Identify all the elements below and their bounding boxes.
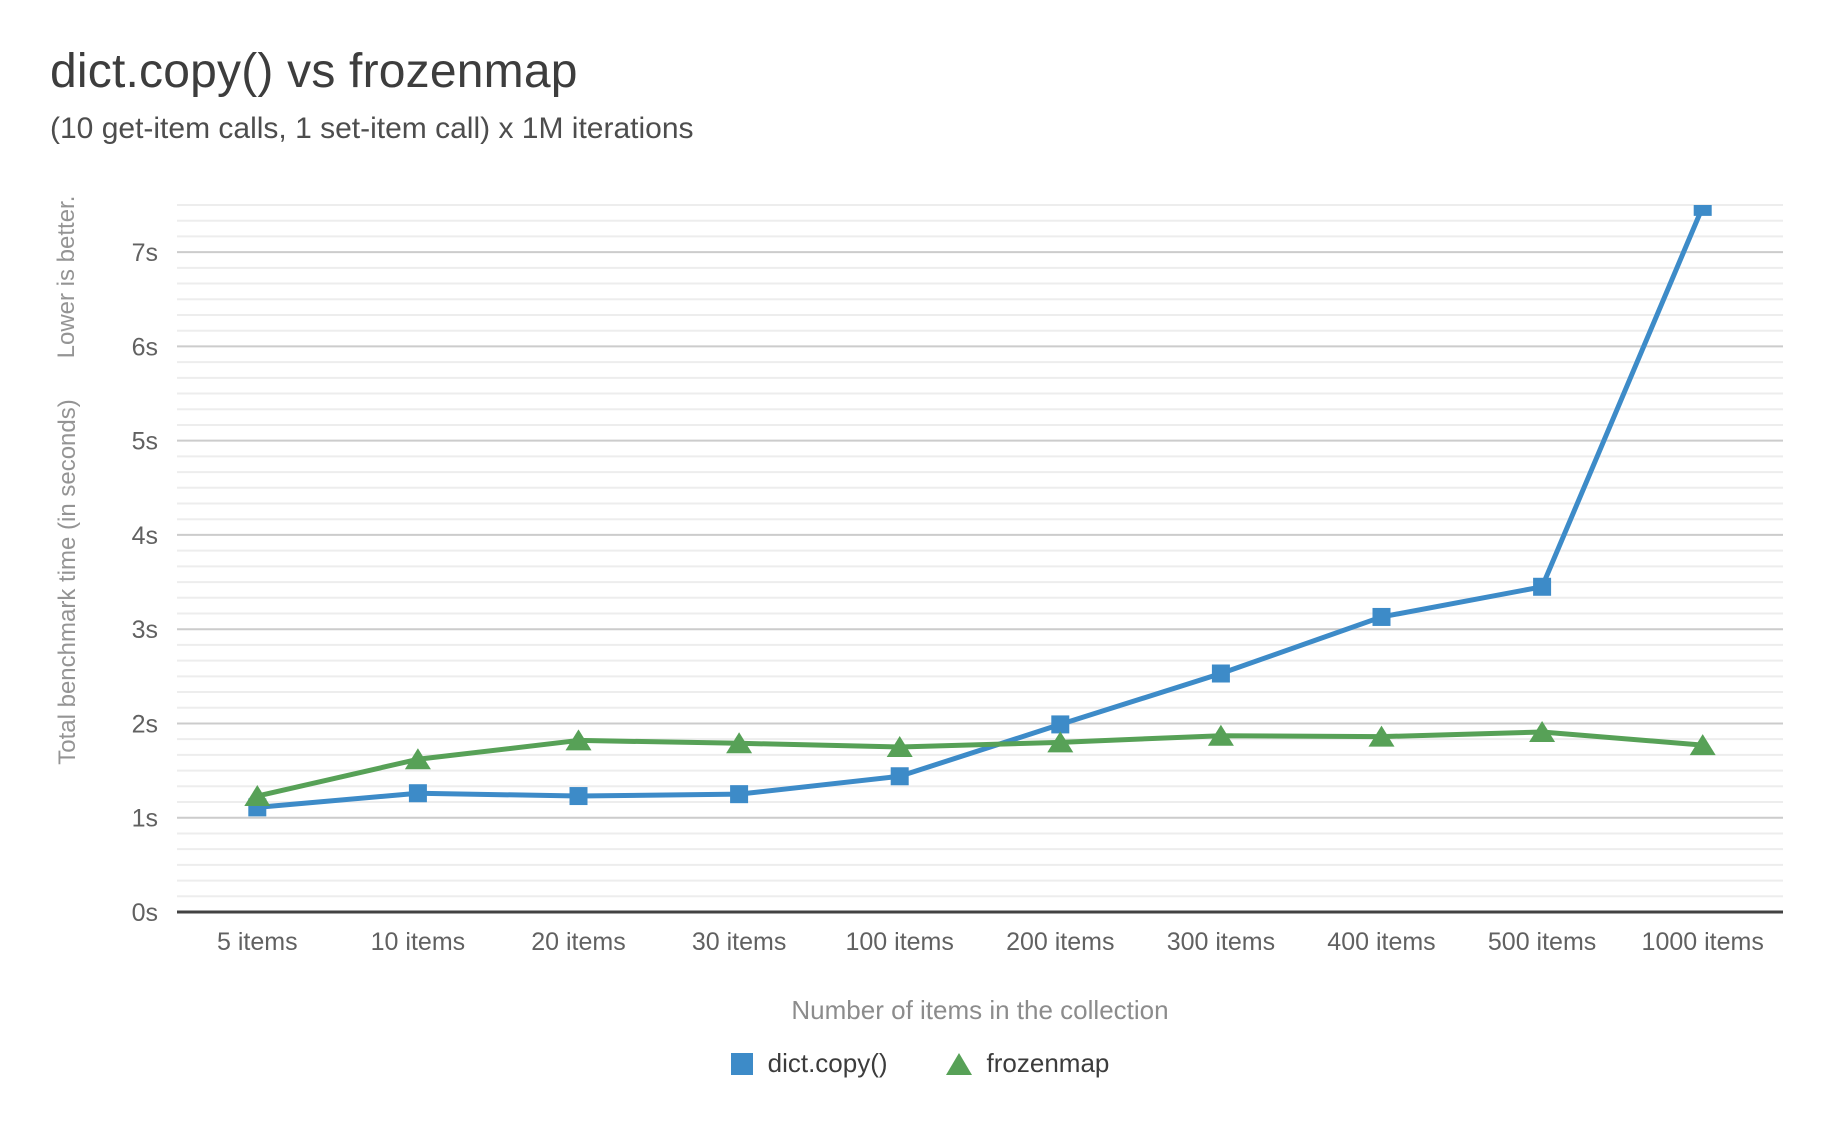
point-dict-copy--200-items[interactable] [1051, 715, 1070, 734]
frozenmap-triangle-icon [945, 1052, 972, 1075]
legend-label: dict.copy() [767, 1048, 888, 1078]
legend-label: frozenmap [986, 1048, 1110, 1078]
y-tick-label: 6s [132, 333, 158, 361]
point-frozenmap-30-items[interactable] [726, 732, 753, 754]
point-frozenmap-10-items[interactable] [404, 748, 431, 770]
y-tick-label: 2s [132, 710, 158, 738]
point-frozenmap-20-items[interactable] [565, 729, 592, 751]
x-tick-label: 10 items [371, 928, 465, 956]
chart-legend: dict.copy() frozenmap [0, 1048, 1840, 1079]
legend-item-frozenmap: frozenmap [945, 1048, 1110, 1079]
x-tick-label: 300 items [1167, 928, 1275, 956]
dict-copy-square-icon [730, 1052, 753, 1075]
point-frozenmap-100-items[interactable] [886, 736, 913, 758]
point-frozenmap-500-items[interactable] [1529, 720, 1556, 742]
y-tick-label: 5s [132, 428, 158, 456]
x-axis-title: Number of items in the collection [791, 995, 1169, 1025]
y-tick-label: 0s [132, 899, 158, 927]
point-frozenmap-200-items[interactable] [1047, 731, 1074, 753]
point-dict-copy--20-items[interactable] [569, 787, 588, 806]
x-tick-label: 400 items [1327, 928, 1435, 956]
y-tick-label: 4s [132, 522, 158, 550]
point-dict-copy--100-items[interactable] [890, 767, 909, 786]
series-line-dict-copy- [254, 205, 1706, 810]
point-dict-copy--10-items[interactable] [408, 784, 427, 803]
y-tick-label: 7s [132, 239, 158, 267]
legend-item-dict-copy: dict.copy() [730, 1048, 888, 1079]
point-frozenmap-300-items[interactable] [1207, 724, 1234, 746]
point-frozenmap-400-items[interactable] [1368, 725, 1395, 747]
x-tick-label: 200 items [1006, 928, 1114, 956]
y-tick-label: 3s [132, 616, 158, 644]
chart-subtitle: (10 get-item calls, 1 set-item call) x 1… [50, 112, 694, 145]
y-axis-title: Total benchmark time (in seconds) [54, 399, 81, 765]
x-tick-label: 30 items [692, 928, 786, 956]
y-axis-note: Lower is better. [53, 195, 80, 359]
plot-area [244, 198, 1716, 817]
x-tick-label: 500 items [1488, 928, 1596, 956]
point-frozenmap-1000-items[interactable] [1689, 734, 1716, 756]
x-tick-label: 5 items [217, 928, 298, 956]
x-tick-label: 1000 items [1642, 928, 1764, 956]
point-dict-copy--400-items[interactable] [1372, 607, 1391, 626]
x-tick-label: 20 items [531, 928, 625, 956]
y-tick-label: 1s [132, 805, 158, 833]
chart-title: dict.copy() vs frozenmap [50, 45, 578, 98]
x-tick-label: 100 items [846, 928, 954, 956]
point-dict-copy--1000-items[interactable] [1693, 198, 1712, 216]
point-dict-copy--500-items[interactable] [1533, 577, 1552, 596]
point-dict-copy--30-items[interactable] [730, 785, 749, 804]
point-frozenmap-5-items[interactable] [244, 785, 271, 807]
series-line-frozenmap [254, 729, 1706, 799]
point-dict-copy--300-items[interactable] [1211, 664, 1230, 683]
